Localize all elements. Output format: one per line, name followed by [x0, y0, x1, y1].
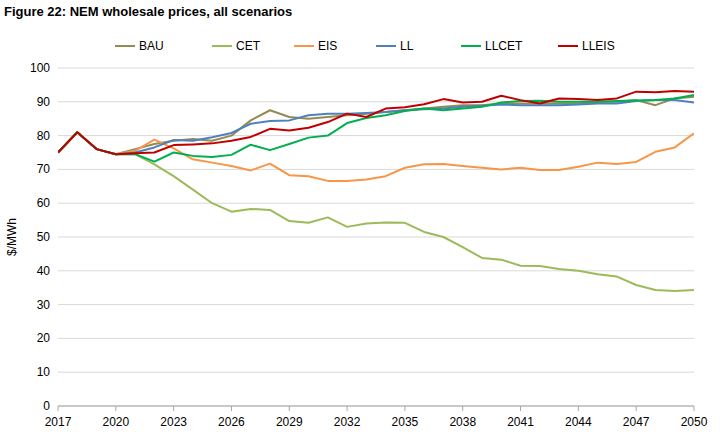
series-line	[58, 100, 694, 154]
series-line	[58, 132, 694, 291]
y-tick-label: 30	[37, 298, 51, 312]
legend-label: LLEIS	[582, 39, 615, 53]
y-tick-label: 70	[37, 162, 51, 176]
legend-swatch	[115, 45, 135, 47]
y-tick-label: 90	[37, 95, 51, 109]
title: Figure 22: NEM wholesale prices, all sce…	[4, 4, 292, 19]
series-line	[58, 132, 694, 181]
legend-swatch	[461, 45, 481, 47]
x-tick-label: 2050	[681, 415, 708, 429]
x-tick	[404, 406, 405, 411]
y-tick-label: 100	[30, 61, 50, 75]
x-tick	[231, 406, 232, 411]
legend: BAU CET EIS LL LLCET LLEIS	[115, 39, 615, 53]
y-tick-label: 40	[37, 264, 51, 278]
y-axis-label: $/MWh	[5, 218, 19, 256]
x-tick	[347, 406, 348, 411]
series-line	[58, 97, 694, 154]
legend-label: CET	[236, 39, 261, 53]
legend-swatch	[212, 45, 232, 47]
grid-line	[58, 338, 694, 339]
grid-line	[58, 237, 694, 238]
x-tick-label: 2032	[334, 415, 361, 429]
grid-line	[58, 372, 694, 373]
x-tick-label: 2026	[218, 415, 245, 429]
x-tick	[58, 406, 59, 411]
x-tick-label: 2044	[565, 415, 592, 429]
x-tick	[636, 406, 637, 411]
x-tick	[578, 406, 579, 411]
grid-line	[58, 68, 694, 69]
legend-label: EIS	[318, 39, 337, 53]
x-tick-label: 2020	[102, 415, 129, 429]
grid-line	[58, 270, 694, 271]
x-tick	[520, 406, 521, 411]
x-axis-line	[58, 406, 694, 407]
x-tick-label: 2047	[623, 415, 650, 429]
series-line	[58, 91, 694, 154]
legend-swatch	[294, 45, 314, 47]
grid-line	[58, 169, 694, 170]
y-tick-label: 0	[43, 399, 50, 413]
x-tick-label: 2029	[276, 415, 303, 429]
x-tick-label: 2023	[160, 415, 187, 429]
y-tick-label: 80	[37, 129, 51, 143]
grid-line	[58, 406, 694, 407]
y-tick-label: 20	[37, 331, 51, 345]
grid-line	[58, 135, 694, 136]
x-tick-label: 2017	[45, 415, 72, 429]
legend-swatch	[376, 45, 396, 47]
x-tick	[289, 406, 290, 411]
x-tick-label: 2041	[507, 415, 534, 429]
legend-label: LL	[400, 39, 414, 53]
legend-swatch	[558, 45, 578, 47]
plot-area	[58, 91, 694, 291]
y-tick-label: 60	[37, 196, 51, 210]
x-tick	[462, 406, 463, 411]
y-tick-label: 50	[37, 230, 51, 244]
x-tick	[694, 406, 695, 411]
grid-line	[58, 304, 694, 305]
grid-line	[58, 203, 694, 204]
legend-label: BAU	[139, 39, 164, 53]
chart: Figure 22: NEM wholesale prices, all sce…	[0, 0, 720, 441]
x-tick-label: 2038	[449, 415, 476, 429]
y-tick-label: 10	[37, 365, 51, 379]
x-tick	[173, 406, 174, 411]
x-tick	[115, 406, 116, 411]
legend-label: LLCET	[485, 39, 523, 53]
x-tick-label: 2035	[392, 415, 419, 429]
